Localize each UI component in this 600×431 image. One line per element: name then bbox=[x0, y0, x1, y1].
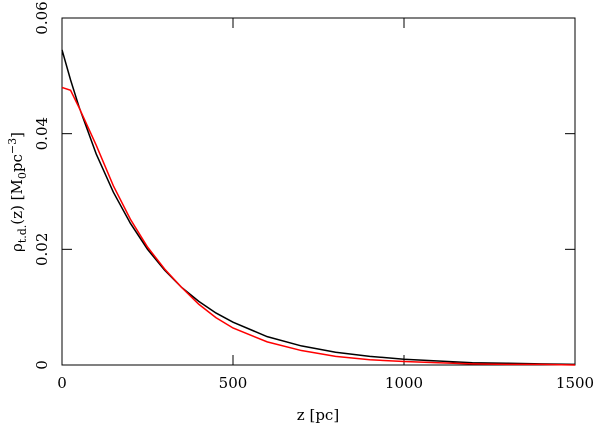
y-tick-label: 0.02 bbox=[33, 233, 51, 266]
y-tick-label: 0.06 bbox=[33, 1, 51, 34]
y-label-part: (z) [M bbox=[8, 179, 26, 225]
y-tick-label: 0 bbox=[33, 360, 51, 370]
x-axis-label: z [pc] bbox=[297, 406, 339, 424]
x-tick-label: 0 bbox=[57, 374, 67, 392]
y-tick-label: 0.04 bbox=[33, 117, 51, 150]
data-line bbox=[61, 86, 576, 366]
y-label-part: t.d. bbox=[16, 225, 29, 243]
plot-frame bbox=[61, 17, 576, 366]
y-label-part: pc bbox=[8, 154, 26, 172]
x-tick-label: 1500 bbox=[556, 374, 594, 392]
y-label-part: −3 bbox=[6, 138, 19, 154]
y-label-part: ρ bbox=[8, 243, 26, 252]
data-line bbox=[61, 49, 576, 366]
y-label-part: 0 bbox=[16, 172, 29, 179]
x-tick-label: 1000 bbox=[385, 374, 423, 392]
y-axis-label: ρt.d.(z) [M0pc−3] bbox=[6, 132, 29, 252]
y-label-part: ] bbox=[8, 132, 26, 138]
x-tick-label: 500 bbox=[219, 374, 248, 392]
